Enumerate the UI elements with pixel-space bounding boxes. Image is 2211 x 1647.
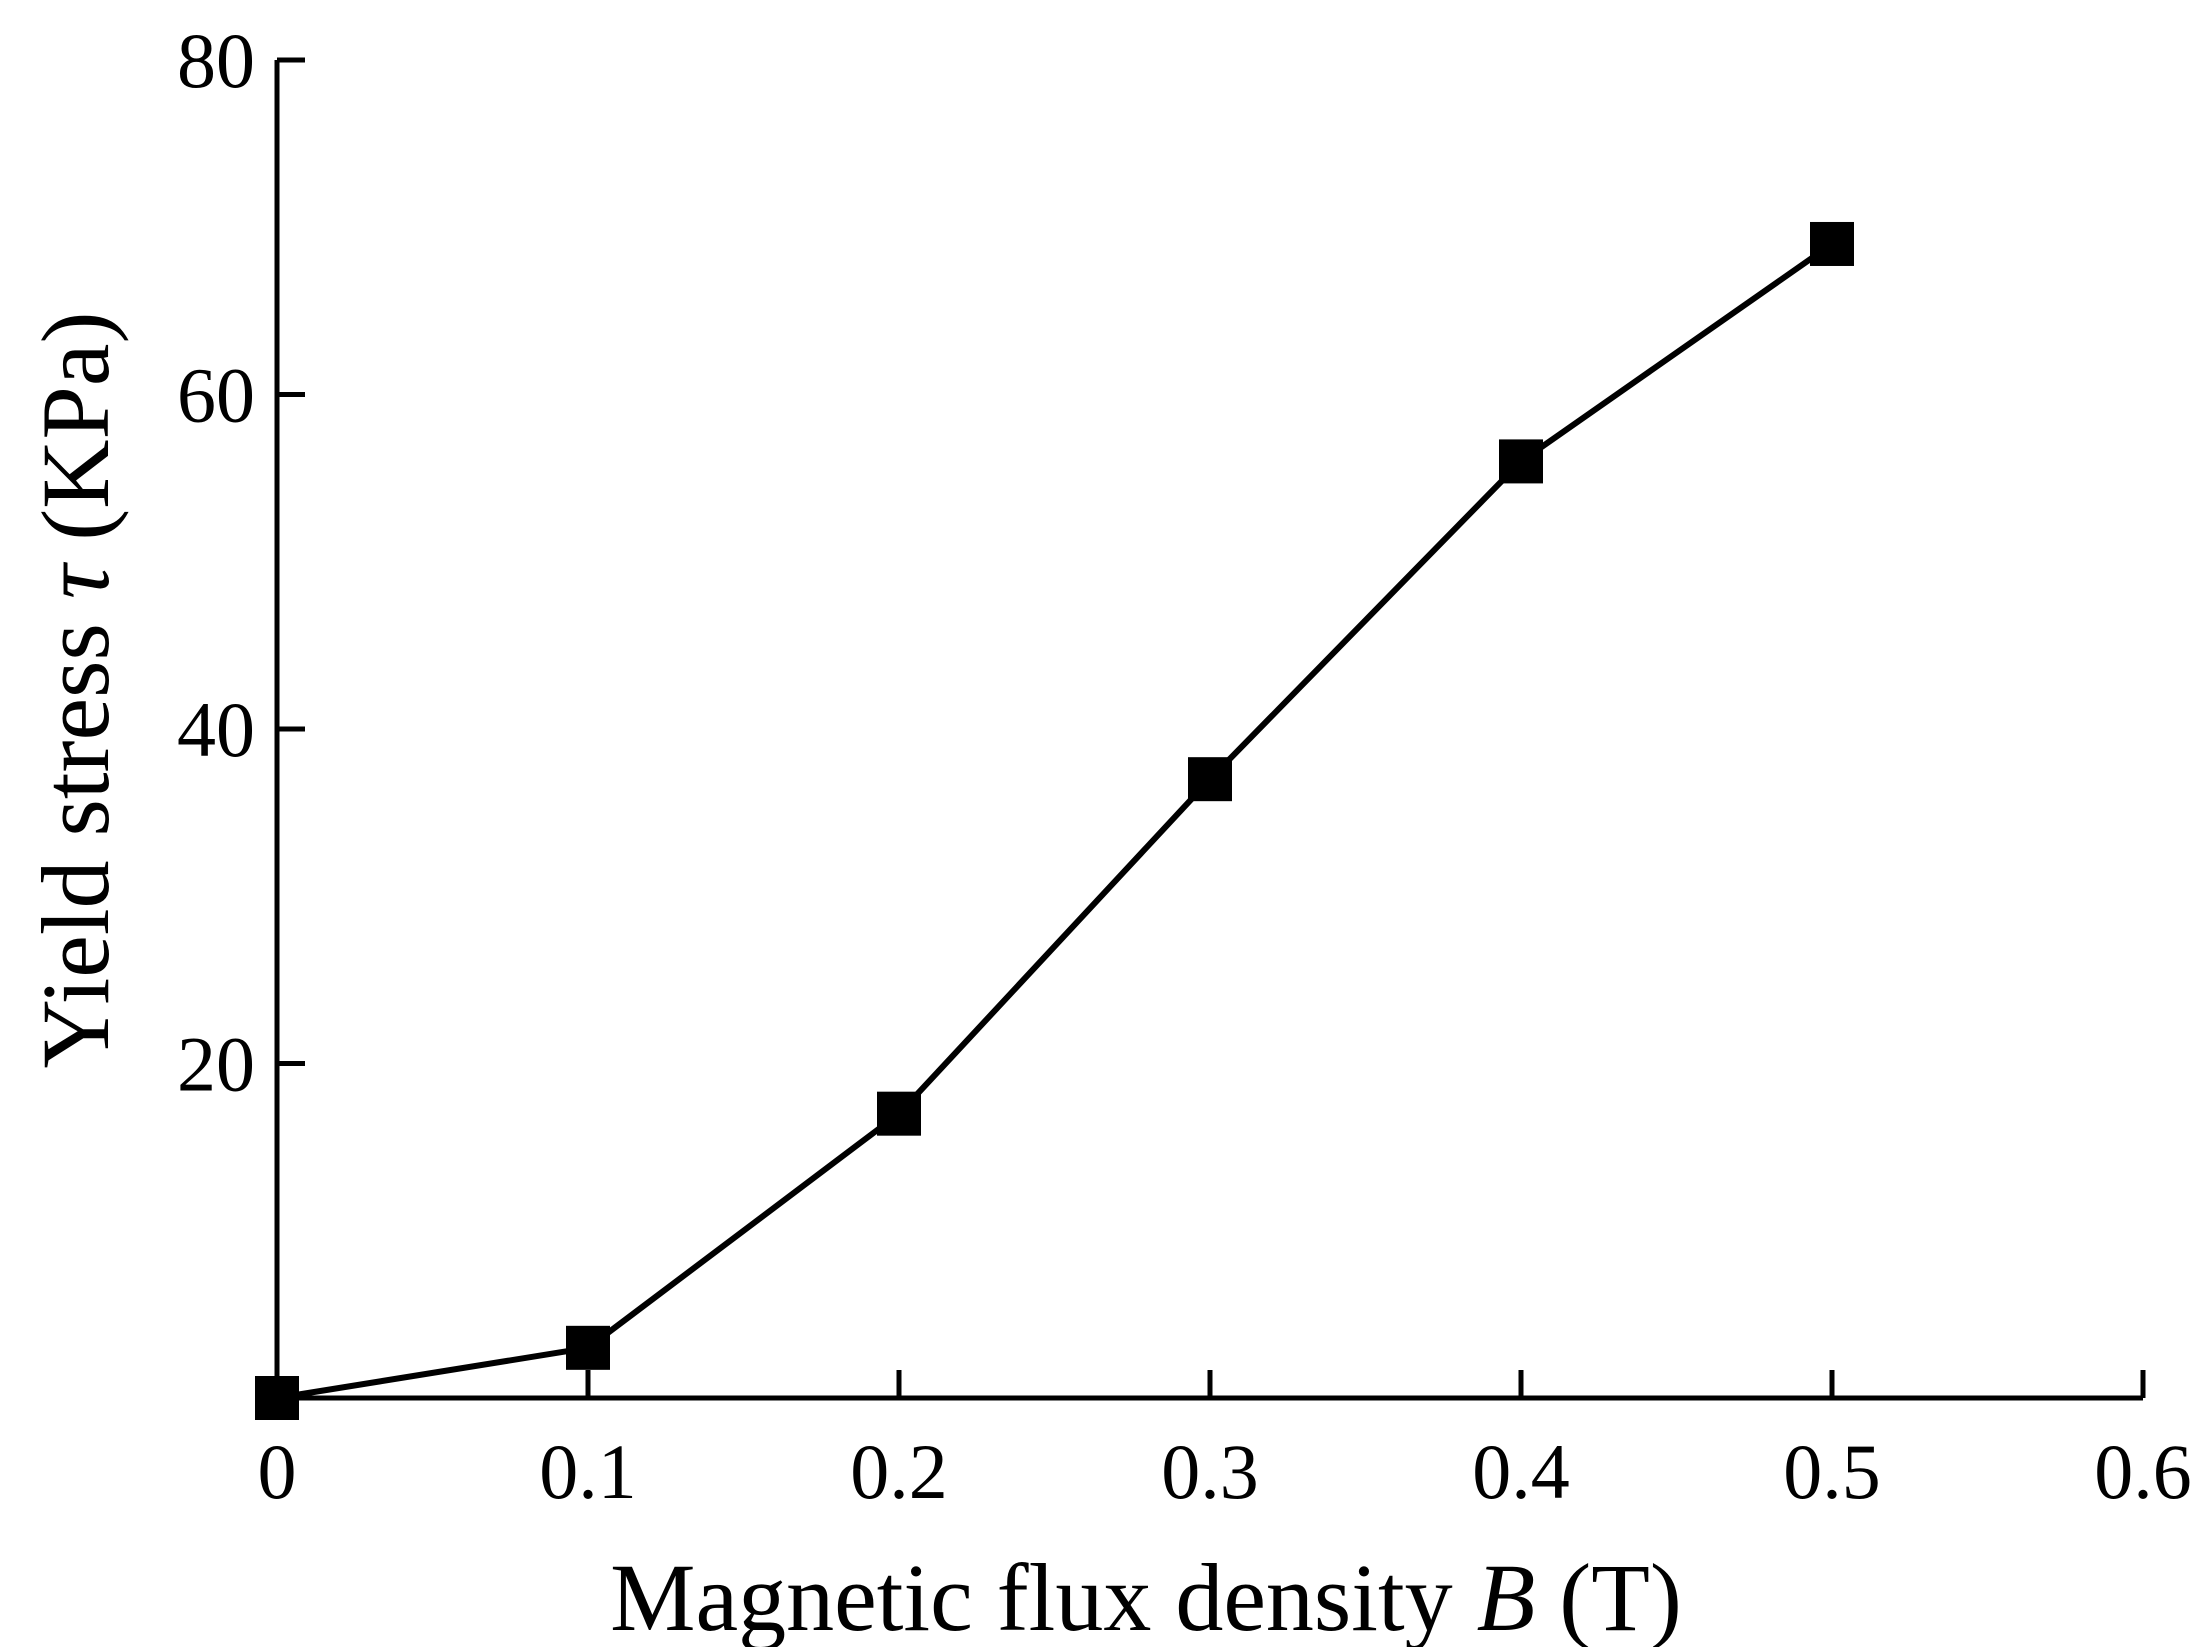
data-point-marker <box>566 1325 610 1370</box>
x-tick-label: 0.2 <box>850 1428 948 1515</box>
axes <box>274 60 2143 1401</box>
data-point-marker <box>255 1376 299 1420</box>
data-point-marker <box>1499 439 1543 484</box>
x-tick-label: 0.1 <box>539 1428 637 1515</box>
y-ticks: 20 40 60 80 <box>177 17 305 1108</box>
series <box>255 221 1854 1420</box>
y-tick-label: 20 <box>177 1021 255 1108</box>
data-point-marker <box>1810 221 1854 266</box>
x-tick-label: 0.4 <box>1472 1428 1570 1515</box>
y-axis-label: Yield stress τ (KPa) <box>22 312 129 1069</box>
x-ticks: 0 0.1 0.2 0.3 0.4 0.5 0.6 <box>258 1370 2192 1515</box>
series-line <box>276 241 1834 1401</box>
y-tick-label: 40 <box>177 686 255 773</box>
x-tick-label: 0 <box>258 1428 297 1515</box>
x-tick-label: 0.3 <box>1161 1428 1259 1515</box>
data-point-marker <box>1188 757 1232 802</box>
y-tick-label: 80 <box>177 17 255 104</box>
y-tick-label: 60 <box>177 352 255 439</box>
x-tick-label: 0.5 <box>1783 1428 1881 1515</box>
x-tick-label: 0.6 <box>2094 1428 2192 1515</box>
data-point-marker <box>877 1091 921 1136</box>
x-axis-label: Magnetic flux density B (T) <box>610 1544 1682 1647</box>
